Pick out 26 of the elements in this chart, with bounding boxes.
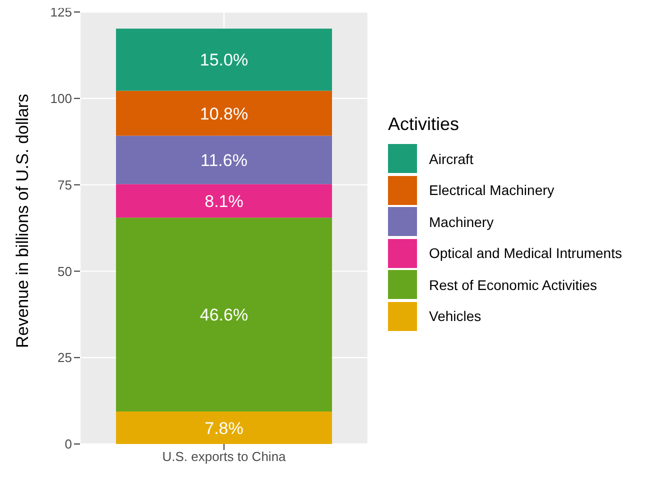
x-tick-label: U.S. exports to China xyxy=(162,449,287,464)
y-tick-label: 25 xyxy=(58,350,72,366)
legend-label: Aircraft xyxy=(429,150,474,167)
legend-label: Vehicles xyxy=(429,308,482,324)
bar xyxy=(116,184,332,218)
legend-label: Machinery xyxy=(429,214,494,230)
y-axis-title: Revenue in billions of U.S. dollars xyxy=(13,94,32,348)
y-tick-label: 75 xyxy=(58,177,72,192)
bar xyxy=(116,136,332,184)
annotation: 11.6% xyxy=(200,150,248,170)
legend-label: Rest of Economic Activities xyxy=(429,276,598,293)
legend-label: Optical and Medical Intruments xyxy=(429,245,622,262)
annotation: 8.1% xyxy=(204,192,244,211)
y-tick-label: 100 xyxy=(50,91,72,106)
bar xyxy=(116,28,332,91)
bar xyxy=(116,218,332,412)
annotation: 46.6% xyxy=(200,306,248,325)
annotation: 7.8% xyxy=(204,418,244,438)
bar xyxy=(116,90,332,136)
annotation: 10.8% xyxy=(200,104,248,124)
legend-title: Activities xyxy=(388,114,460,135)
bar xyxy=(116,412,332,444)
y-tick-label: 0 xyxy=(64,436,72,452)
legend-label: Electrical Machinery xyxy=(429,182,554,198)
annotation: 15.0% xyxy=(200,50,248,70)
y-tick-label: 50 xyxy=(58,264,72,279)
